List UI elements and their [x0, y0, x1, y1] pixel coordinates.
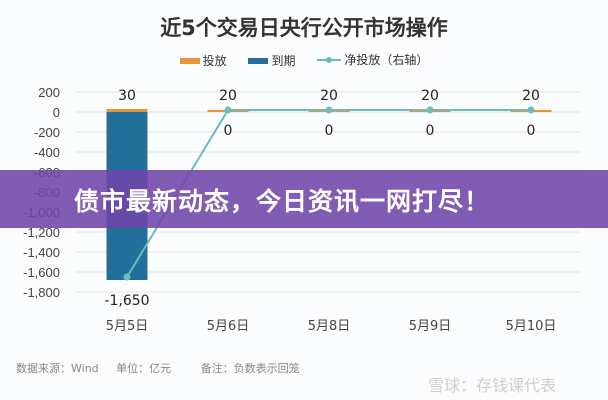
legend-line-icon	[317, 56, 342, 63]
x-tick-label: 5月8日	[308, 319, 351, 334]
banner-text: 债市最新动态，今日资讯一网打尽！	[74, 187, 491, 216]
data-label-net: -1,650	[104, 293, 149, 309]
data-source: 数据来源：Wind	[16, 362, 99, 375]
data-label-net: 0	[224, 123, 233, 139]
y-tick-label: -400	[34, 145, 60, 160]
net-point	[325, 106, 333, 114]
legend-label: 净投放（右轴）	[344, 53, 429, 67]
data-label-issue: 20	[421, 88, 439, 104]
legend-swatch	[179, 57, 200, 64]
legend-label: 到期	[271, 54, 296, 68]
net-point	[224, 106, 232, 114]
data-label-issue: 20	[219, 88, 237, 104]
bar-issue	[106, 109, 148, 112]
legend-label: 投放	[202, 54, 227, 68]
x-tick-label: 5月6日	[207, 319, 250, 334]
net-point	[123, 273, 131, 281]
y-tick-label: 200	[38, 85, 60, 100]
y-tick-label: -1,800	[23, 285, 60, 300]
data-label-net: 0	[325, 123, 334, 139]
x-tick-label: 5月10日	[506, 319, 557, 334]
net-point	[426, 106, 434, 114]
legend-item-maturity: 到期	[248, 52, 296, 69]
data-label-issue: 30	[118, 88, 136, 104]
y-tick-label: -1,400	[23, 245, 60, 260]
watermark: 雪球：存钱课代表	[428, 376, 557, 395]
data-label-net: 0	[527, 123, 536, 139]
data-label-issue: 20	[522, 88, 540, 104]
data-label-net: 0	[426, 123, 435, 139]
promo-banner[interactable]: 债市最新动态，今日资讯一网打尽！	[0, 170, 608, 228]
legend-item-net: 净投放（右轴）	[317, 51, 428, 68]
unit-note: 单位：亿元	[116, 362, 172, 375]
net-point	[527, 106, 535, 114]
legend-item-issue: 投放	[179, 52, 227, 69]
y-tick-label: -1,200	[23, 225, 60, 240]
legend-swatch	[248, 57, 269, 64]
x-tick-label: 5月9日	[409, 319, 452, 334]
y-tick-label: -1,600	[23, 265, 60, 280]
remark: 备注：负数表示回笼	[200, 362, 300, 375]
data-label-issue: 20	[320, 88, 338, 104]
y-tick-label: 0	[53, 105, 60, 120]
y-tick-label: -200	[34, 125, 60, 140]
chart-title: 近5个交易日央行公开市场操作	[160, 16, 448, 40]
x-tick-label: 5月5日	[106, 319, 149, 334]
chart-footer: 数据来源：Wind 单位：亿元 备注：负数表示回笼	[16, 360, 314, 376]
legend: 投放 到期 净投放（右轴）	[0, 51, 608, 69]
